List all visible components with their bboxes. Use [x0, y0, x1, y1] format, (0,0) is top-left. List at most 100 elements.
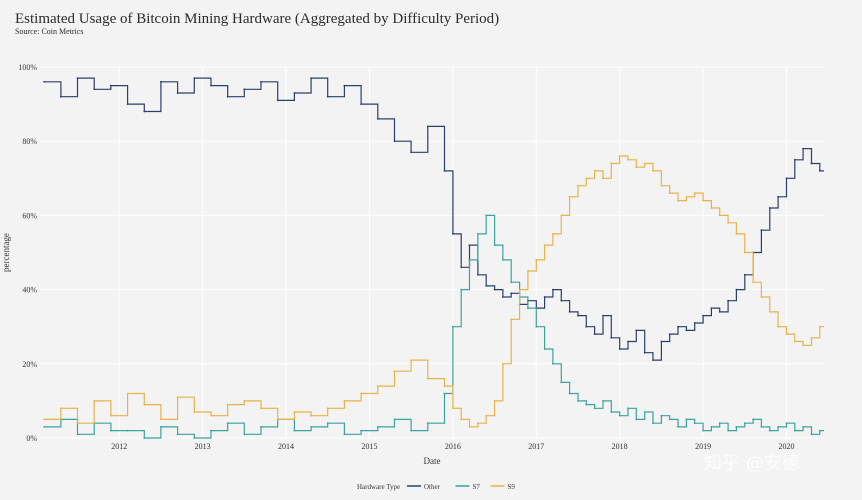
data-point-other — [260, 80, 262, 83]
data-point-other — [160, 80, 162, 83]
data-point-s9 — [585, 177, 588, 180]
data-point-other — [585, 325, 588, 328]
data-point-other — [618, 348, 621, 350]
data-point-other — [460, 266, 463, 269]
data-point-other — [577, 314, 579, 317]
data-point-other — [493, 288, 496, 291]
x-axis-title: Date — [424, 456, 441, 466]
data-point-s9 — [360, 392, 362, 395]
data-point-s7 — [718, 422, 721, 425]
data-point-s9 — [443, 385, 446, 387]
data-point-s7 — [727, 429, 729, 432]
data-point-other — [76, 77, 79, 79]
data-point-other — [176, 92, 179, 94]
data-point-s7 — [818, 429, 821, 432]
data-point-s7 — [627, 407, 629, 410]
data-point-s7 — [360, 429, 362, 432]
data-point-other — [310, 77, 312, 79]
data-point-s7 — [535, 325, 538, 328]
data-point-s7 — [602, 400, 604, 402]
data-point-other — [727, 299, 729, 302]
data-point-s7 — [693, 422, 696, 425]
data-point-s7 — [43, 426, 46, 428]
legend-title: Hardware Type — [357, 483, 400, 491]
data-point-s9 — [568, 195, 571, 198]
data-point-other — [602, 314, 604, 317]
data-point-other — [468, 244, 471, 247]
data-point-s9 — [326, 407, 329, 410]
data-point-other — [210, 84, 212, 87]
y-tick-label: 0% — [26, 434, 37, 443]
data-point-other — [760, 229, 763, 232]
data-point-s9 — [210, 414, 212, 417]
data-point-other — [110, 84, 112, 87]
data-point-s9 — [810, 336, 813, 339]
x-tick-label: 2013 — [195, 442, 211, 451]
data-point-other — [477, 273, 479, 276]
data-point-s7 — [443, 392, 446, 395]
legend-item-s7: S7 — [473, 483, 481, 491]
data-point-s9 — [527, 270, 529, 272]
data-point-s9 — [426, 377, 429, 380]
data-point-s7 — [468, 259, 471, 261]
data-point-other — [652, 359, 654, 361]
data-point-s9 — [793, 340, 796, 343]
data-point-s9 — [243, 400, 246, 402]
data-point-s9 — [593, 170, 596, 172]
data-point-s9 — [752, 281, 754, 284]
data-point-s7 — [502, 259, 504, 261]
data-point-other — [443, 170, 446, 172]
data-point-s9 — [660, 184, 663, 187]
data-point-s7 — [176, 433, 179, 436]
data-point-s9 — [785, 333, 788, 335]
data-point-s9 — [143, 403, 146, 406]
data-point-s7 — [643, 411, 646, 413]
data-point-s9 — [193, 411, 196, 413]
data-point-s9 — [685, 195, 688, 198]
y-tick-label: 60% — [22, 211, 37, 220]
data-point-other — [735, 288, 738, 291]
data-point-s7 — [293, 429, 296, 432]
data-point-s9 — [43, 418, 46, 421]
data-point-s9 — [693, 192, 696, 195]
data-point-s7 — [543, 348, 546, 350]
data-point-s7 — [760, 426, 763, 428]
data-point-other — [426, 125, 429, 128]
x-tick-label: 2015 — [361, 442, 377, 451]
data-point-s9 — [710, 207, 713, 209]
data-point-s9 — [543, 244, 546, 247]
data-point-s9 — [376, 385, 379, 387]
data-point-s9 — [735, 233, 738, 235]
data-point-s7 — [735, 426, 738, 428]
data-point-s9 — [760, 296, 763, 298]
data-point-s7 — [226, 422, 229, 425]
data-point-s7 — [793, 429, 796, 432]
data-point-s9 — [818, 325, 821, 328]
data-point-s9 — [627, 158, 629, 161]
data-point-s9 — [610, 162, 613, 165]
series-line-s9 — [44, 155, 824, 428]
data-point-s7 — [577, 400, 579, 402]
data-point-s9 — [76, 422, 79, 425]
data-point-other — [376, 118, 379, 120]
data-point-s7 — [810, 433, 813, 436]
y-tick-label: 80% — [22, 137, 37, 146]
data-point-other — [326, 95, 329, 98]
data-point-other — [485, 285, 488, 287]
x-tick-label: 2018 — [612, 442, 628, 451]
data-point-other — [410, 151, 412, 154]
data-point-other — [768, 207, 771, 209]
data-point-other — [710, 307, 713, 309]
data-point-s9 — [652, 170, 654, 172]
data-point-s7 — [160, 426, 162, 428]
data-point-other — [693, 322, 696, 324]
data-point-s9 — [535, 259, 538, 261]
data-point-s7 — [635, 418, 638, 421]
data-point-s7 — [260, 426, 262, 428]
data-point-other — [343, 84, 346, 87]
data-point-s9 — [702, 199, 704, 202]
data-point-s7 — [210, 429, 212, 432]
data-point-s9 — [310, 414, 312, 417]
data-point-other — [360, 103, 362, 105]
data-point-s9 — [93, 400, 96, 402]
